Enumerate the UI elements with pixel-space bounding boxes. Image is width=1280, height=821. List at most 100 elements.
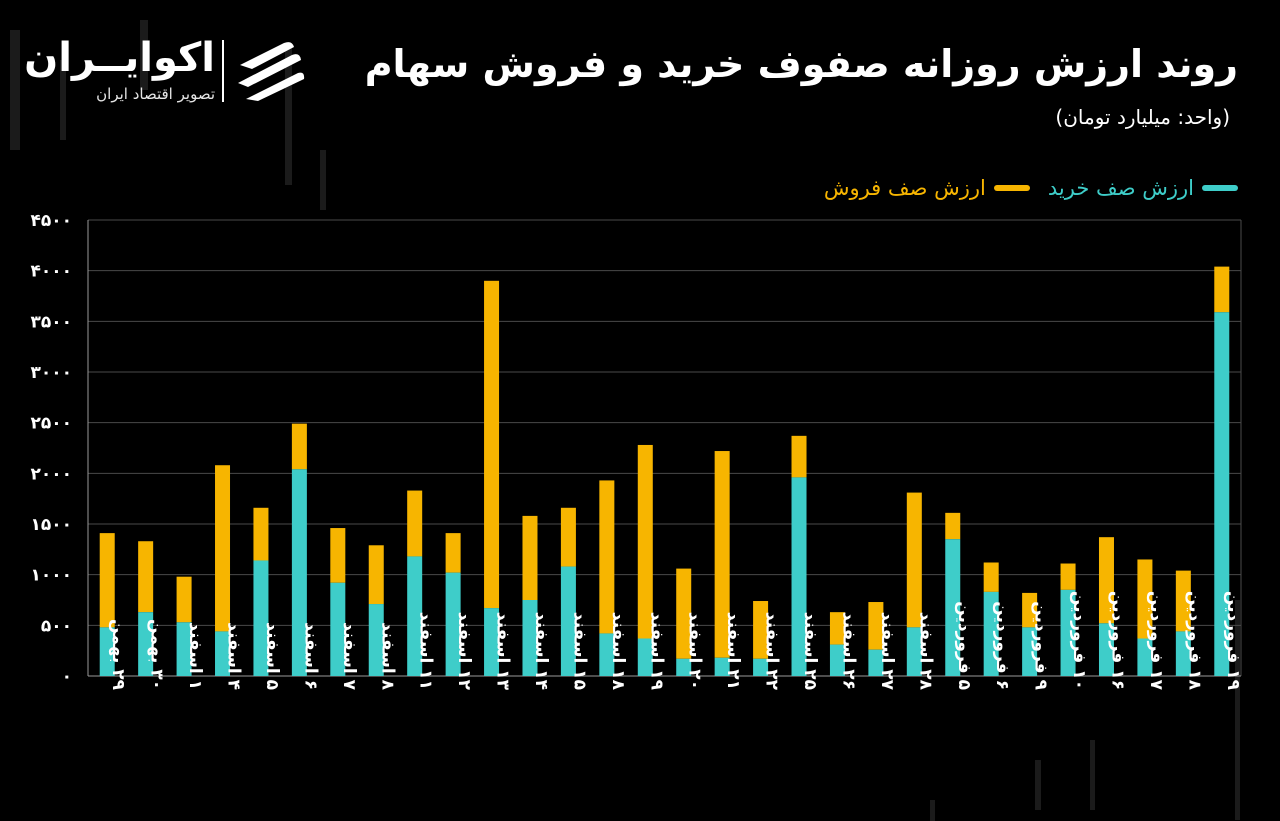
bar-sell — [253, 507, 269, 561]
bar-buy — [945, 539, 961, 676]
bar-sell — [983, 562, 999, 592]
bar-sell — [791, 435, 807, 478]
bar-buy — [1175, 631, 1191, 676]
background-candle — [140, 20, 148, 90]
bar-sell — [868, 602, 884, 650]
bar-sell — [330, 528, 346, 583]
brand-tagline: تصویر اقتصاد ایران — [96, 85, 215, 103]
x-tick-label: ۲۲ اسفند — [762, 612, 782, 691]
legend-item-sell: ارزش صف فروش — [824, 176, 1030, 200]
y-tick-label: ۲۵۰۰ — [30, 414, 72, 434]
bar-buy — [791, 477, 807, 676]
bar-buy — [445, 572, 461, 676]
x-tick-label: ۱۸ اسفند — [608, 612, 628, 691]
brand-block: اکوایــران تصویر اقتصاد ایران — [24, 35, 310, 110]
bar-buy — [599, 633, 615, 676]
bar-sell — [368, 545, 384, 605]
bar-buy — [753, 658, 769, 676]
bar-sell — [637, 444, 653, 639]
bar-sell — [1022, 592, 1038, 628]
bar-buy — [368, 604, 384, 676]
bar-buy — [714, 657, 730, 676]
background-candle — [930, 800, 935, 821]
legend-item-buy: ارزش صف خرید — [1048, 176, 1238, 200]
bar-buy — [868, 649, 884, 676]
bar-buy — [1060, 589, 1076, 676]
y-tick-label: ۴۰۰۰ — [30, 262, 72, 282]
bar-buy — [983, 591, 999, 676]
bar-sell — [1098, 537, 1114, 624]
background-candle — [60, 60, 66, 140]
bar-sell — [1060, 563, 1076, 590]
x-tick-label: ۱۱ اسفند — [416, 612, 436, 690]
bar-sell — [522, 515, 538, 600]
bar-sell — [1175, 570, 1191, 632]
x-tick-label: ۶ فروردین — [992, 601, 1012, 690]
x-tick-label: ۱۳ اسفند — [493, 612, 513, 691]
bar-buy — [1137, 638, 1153, 676]
bar-buy — [99, 627, 115, 676]
chart-legend: ارزش صف خرید ارزش صف فروش — [824, 176, 1238, 200]
page-subtitle: (واحد: میلیارد تومان) — [1055, 105, 1230, 129]
bar-buy — [522, 600, 538, 676]
background-candle — [10, 30, 20, 150]
y-tick-label: ۵۰۰ — [41, 616, 72, 636]
x-tick-label: ۲۸ اسفند — [915, 612, 935, 691]
y-tick-label: ۴۵۰۰ — [30, 211, 72, 231]
background-candle — [320, 150, 326, 210]
x-tick-label: ۲۷ اسفند — [877, 612, 897, 691]
x-tick-label: ۱۹ اسفند — [646, 612, 666, 691]
bar-sell — [560, 507, 576, 567]
x-tick-label: ۶ اسفند — [300, 622, 320, 690]
bar-buy — [676, 658, 692, 676]
x-tick-label: ۴ اسفند — [224, 622, 244, 690]
x-tick-label: ۹ فروردین — [1031, 601, 1051, 690]
x-tick-label: ۵ فروردین — [954, 601, 974, 690]
bar-sell — [906, 492, 922, 628]
bar-sell — [445, 533, 461, 573]
legend-label-sell: ارزش صف فروش — [823, 176, 986, 200]
brand-divider — [222, 40, 224, 102]
y-tick-label: ۳۵۰۰ — [30, 312, 72, 332]
bar-sell — [714, 451, 730, 658]
legend-swatch-buy — [1202, 185, 1238, 191]
y-tick-label: ۱۵۰۰ — [30, 515, 72, 535]
y-tick-label: ۱۰۰۰ — [30, 566, 72, 586]
x-tick-label: ۱۴ اسفند — [531, 612, 551, 690]
bar-buy — [291, 469, 307, 676]
y-tick-label: ۲۰۰۰ — [30, 464, 72, 484]
bar-sell — [99, 533, 115, 628]
x-tick-label: ۸ اسفند — [377, 622, 397, 690]
page-title: روند ارزش روزانه صفوف خرید و فروش سهام — [364, 42, 1238, 86]
bar-buy — [1098, 623, 1114, 676]
x-tick-label: ۱۲ اسفند — [454, 612, 474, 691]
x-tick-label: ۵ اسفند — [262, 622, 282, 690]
x-tick-label: ۱ اسفند — [185, 622, 205, 690]
bar-buy — [253, 560, 269, 676]
x-tick-label: ۲۹ بهمن — [108, 619, 128, 691]
bar-buy — [176, 622, 192, 676]
bar-sell — [753, 601, 769, 659]
bar-buy — [484, 608, 500, 676]
bar-buy — [1214, 312, 1230, 676]
legend-label-buy: ارزش صف خرید — [1047, 176, 1194, 200]
bar-sell — [829, 612, 845, 645]
bar-buy — [829, 644, 845, 676]
bar-sell — [599, 480, 615, 634]
background-candle — [285, 45, 292, 185]
bar-sell — [676, 568, 692, 659]
bar-buy — [1022, 627, 1038, 676]
x-tick-label: ۲۰ اسفند — [685, 612, 705, 690]
bar-sell — [484, 280, 500, 609]
background-candle — [1235, 600, 1240, 820]
bar-buy — [637, 638, 653, 676]
bar-sell — [1137, 559, 1153, 639]
bar-sell — [176, 576, 192, 623]
bar-buy — [560, 566, 576, 676]
x-tick-label: ۱۵ اسفند — [569, 612, 589, 690]
bar-buy — [138, 612, 154, 676]
x-tick-label: ۲۶ اسفند — [838, 612, 858, 690]
bar-sell — [291, 423, 307, 470]
